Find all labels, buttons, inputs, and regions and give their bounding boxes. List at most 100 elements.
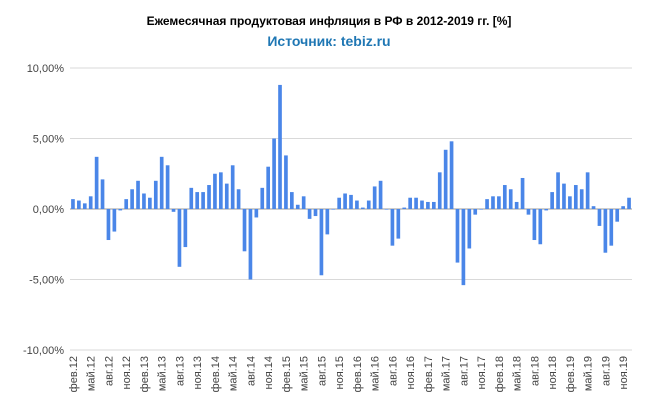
bar	[414, 197, 418, 209]
bar	[254, 209, 259, 218]
bar	[159, 156, 164, 209]
y-tick-label: 5,00%	[33, 134, 64, 146]
bar	[153, 180, 158, 209]
x-tick-label: ноя.13	[192, 356, 204, 389]
x-tick-label: авг.19	[600, 356, 612, 386]
bar	[473, 209, 478, 215]
x-tick-label: май.17	[441, 356, 453, 391]
x-tick-label: ноя.19	[618, 356, 630, 389]
bar	[384, 209, 389, 210]
x-tick-label: авг.15	[316, 356, 328, 386]
bar	[230, 165, 235, 209]
bar	[532, 209, 537, 241]
bar	[88, 196, 93, 209]
bar	[94, 156, 99, 209]
chart-title: Ежемесячная продуктовая инфляция в РФ в …	[146, 14, 512, 28]
bar	[213, 173, 217, 209]
x-tick-label: авг.13	[174, 356, 186, 386]
bar	[437, 172, 442, 209]
bar	[260, 187, 265, 209]
bar	[514, 201, 519, 209]
bar	[568, 196, 572, 209]
bar	[272, 138, 276, 209]
bar	[597, 209, 602, 226]
bar	[420, 200, 424, 209]
bar	[355, 200, 359, 209]
x-tick-label: авг.14	[245, 356, 257, 386]
bar	[585, 172, 590, 209]
bar	[325, 209, 330, 235]
bar	[307, 209, 312, 219]
bar	[426, 201, 430, 209]
bar	[337, 197, 342, 209]
bar	[556, 172, 560, 209]
bar	[136, 180, 140, 209]
x-tick-label: фев.16	[352, 356, 364, 392]
bar	[603, 209, 608, 253]
bar	[224, 183, 229, 209]
bar	[609, 209, 614, 246]
x-tick-label: ноя.18	[547, 356, 559, 389]
x-tick-label: май.15	[299, 356, 311, 391]
bar	[479, 209, 483, 210]
bar	[378, 180, 383, 209]
bar	[485, 199, 489, 209]
x-tick-label: авг.12	[103, 356, 115, 386]
bar	[467, 209, 472, 249]
bar	[266, 166, 271, 209]
bar	[360, 207, 365, 209]
x-tick-label: ноя.16	[405, 356, 417, 389]
x-tick-label: фев.13	[139, 356, 151, 392]
bar	[142, 193, 146, 209]
x-tick-label: фев.15	[281, 356, 293, 392]
bar	[195, 192, 200, 209]
bar	[207, 185, 211, 209]
bar	[242, 209, 247, 252]
bar	[591, 206, 596, 209]
bar	[390, 209, 395, 246]
x-tick-label: фев.14	[210, 356, 222, 392]
bar	[100, 179, 105, 209]
y-tick-label: 0,00%	[33, 204, 64, 216]
bar	[189, 187, 194, 209]
bar	[402, 207, 407, 209]
x-tick-label: май.16	[370, 356, 382, 391]
bar	[313, 209, 318, 217]
bar	[77, 200, 81, 209]
x-tick-label: авг.16	[387, 356, 399, 386]
bar	[331, 209, 336, 210]
bar	[443, 149, 448, 209]
y-tick-label: 10,00%	[27, 63, 65, 75]
bar	[366, 200, 371, 209]
bar	[615, 209, 620, 222]
x-tick-label: май.12	[86, 356, 98, 391]
x-tick-label: ноя.15	[334, 356, 346, 389]
bar	[502, 185, 507, 209]
x-tick-label: ноя.14	[263, 356, 275, 389]
bar	[165, 165, 170, 209]
bar	[118, 209, 123, 211]
bar	[461, 209, 466, 286]
x-tick-label: май.19	[583, 356, 595, 391]
x-tick-label: авг.17	[458, 356, 470, 386]
bar	[290, 192, 294, 209]
bar	[520, 177, 525, 209]
bar	[106, 209, 111, 241]
bar	[538, 209, 543, 245]
x-tick-label: ноя.17	[476, 356, 488, 389]
bar	[544, 209, 549, 211]
bar	[396, 209, 401, 239]
bar	[171, 209, 176, 212]
x-tick-label: фев.18	[494, 356, 506, 392]
bar	[295, 204, 300, 209]
bar	[573, 185, 578, 209]
bar	[201, 192, 205, 209]
chart-subtitle: Источник: tebiz.ru	[267, 33, 391, 49]
bar	[372, 186, 377, 209]
x-tick-label: авг.18	[529, 356, 541, 386]
bar	[579, 189, 584, 209]
bar	[124, 199, 129, 209]
bar	[455, 209, 460, 263]
bar	[82, 203, 87, 209]
bar	[349, 194, 353, 209]
